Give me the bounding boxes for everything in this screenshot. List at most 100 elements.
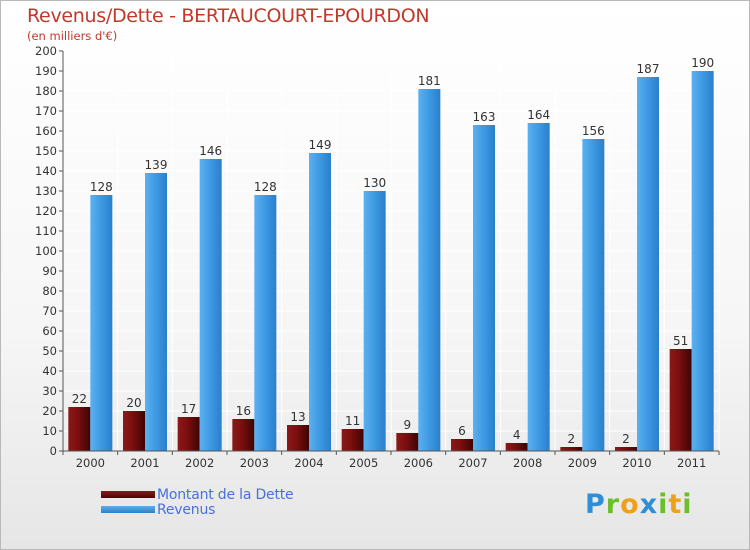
bar-revenue-2003 — [254, 195, 277, 451]
proxiti-logo: Proxiti — [585, 489, 693, 520]
logo-letter: x — [639, 489, 659, 520]
legend-label-revenue: Revenus — [157, 501, 216, 518]
data-label-revenue-2003: 128 — [254, 180, 277, 194]
y-tick-label: 100 — [35, 244, 57, 258]
y-tick-label: 20 — [42, 404, 57, 418]
data-label-revenue-2000: 128 — [90, 180, 113, 194]
legend-label-debt: Montant de la Dette — [157, 486, 294, 503]
bar-revenue-2011 — [691, 71, 714, 451]
y-tick-label: 60 — [42, 324, 57, 338]
y-tick-label: 160 — [35, 124, 57, 138]
bar-revenue-2006 — [418, 89, 441, 451]
data-label-revenue-2010: 187 — [637, 62, 660, 76]
chart-legend: Montant de la Dette Revenus — [101, 486, 294, 518]
bar-debt-2007 — [451, 439, 473, 451]
y-tick-label: 40 — [42, 364, 57, 378]
x-tick-label: 2010 — [622, 456, 651, 470]
data-label-debt-2007: 6 — [458, 424, 466, 438]
data-label-revenue-2004: 149 — [309, 138, 332, 152]
x-tick-label: 2008 — [513, 456, 542, 470]
data-label-debt-2006: 9 — [404, 418, 412, 432]
logo-letter: o — [620, 489, 640, 520]
legend-swatch-debt — [101, 491, 155, 498]
bar-debt-2011 — [669, 349, 692, 451]
legend-swatch-revenue — [101, 506, 155, 513]
data-label-debt-2004: 13 — [290, 410, 305, 424]
y-tick-label: 130 — [35, 184, 57, 198]
x-tick-label: 2004 — [294, 456, 323, 470]
y-tick-label: 180 — [35, 84, 57, 98]
y-tick-label: 0 — [50, 444, 57, 458]
bar-debt-2008 — [505, 443, 528, 451]
bar-debt-2005 — [341, 429, 364, 451]
bar-revenue-2002 — [199, 159, 222, 451]
y-tick-label: 150 — [35, 144, 57, 158]
x-tick-label: 2001 — [130, 456, 159, 470]
bar-debt-2006 — [396, 433, 419, 451]
x-tick-label: 2009 — [568, 456, 597, 470]
logo-letter: r — [605, 489, 621, 520]
x-tick-label: 2005 — [349, 456, 378, 470]
y-tick-label: 50 — [42, 344, 57, 358]
bar-revenue-2001 — [145, 173, 167, 451]
data-label-revenue-2006: 181 — [418, 74, 441, 88]
logo-letter: P — [585, 489, 606, 520]
bar-debt-2000 — [68, 407, 91, 451]
x-tick-label: 2006 — [404, 456, 433, 470]
y-tick-label: 200 — [35, 44, 57, 58]
y-tick-label: 30 — [42, 384, 57, 398]
y-tick-label: 170 — [35, 104, 57, 118]
data-label-debt-2008: 4 — [513, 428, 521, 442]
x-tick-label: 2000 — [76, 456, 105, 470]
bar-revenue-2008 — [527, 123, 550, 451]
data-label-revenue-2011: 190 — [691, 56, 714, 70]
data-label-debt-2010: 2 — [622, 432, 630, 446]
data-label-revenue-2009: 156 — [582, 124, 605, 138]
bar-revenue-2005 — [363, 191, 386, 451]
logo-letter: i — [682, 489, 693, 520]
legend-item-debt: Montant de la Dette — [101, 486, 294, 503]
bar-revenue-2009 — [582, 139, 605, 451]
y-tick-label: 110 — [35, 224, 57, 238]
data-label-debt-2002: 17 — [181, 402, 196, 416]
data-label-revenue-2008: 164 — [527, 108, 550, 122]
x-tick-label: 2011 — [677, 456, 706, 470]
bar-revenue-2004 — [309, 153, 331, 451]
bar-debt-2003 — [232, 419, 255, 451]
bar-revenue-2010 — [637, 77, 659, 451]
bar-revenue-2000 — [90, 195, 113, 451]
data-label-revenue-2001: 139 — [145, 158, 168, 172]
y-tick-label: 80 — [42, 284, 57, 298]
y-tick-label: 140 — [35, 164, 57, 178]
bar-revenue-2007 — [473, 125, 495, 451]
y-tick-label: 90 — [42, 264, 57, 278]
legend-item-revenue: Revenus — [101, 501, 293, 518]
data-label-revenue-2007: 163 — [473, 110, 496, 124]
data-label-revenue-2002: 146 — [199, 144, 222, 158]
data-label-revenue-2005: 130 — [363, 176, 386, 190]
y-tick-label: 190 — [35, 64, 57, 78]
data-label-debt-2003: 16 — [236, 404, 251, 418]
bar-debt-2002 — [177, 417, 200, 451]
chart-title: Revenus/Dette - BERTAUCOURT-EPOURDON — [27, 5, 430, 27]
x-tick-label: 2003 — [240, 456, 269, 470]
x-tick-label: 2007 — [458, 456, 487, 470]
logo-letter: t — [668, 489, 683, 520]
data-label-debt-2009: 2 — [568, 432, 576, 446]
bar-debt-2009 — [560, 447, 583, 451]
y-tick-label: 70 — [42, 304, 57, 318]
bar-debt-2001 — [123, 411, 145, 451]
data-label-debt-2005: 11 — [345, 414, 360, 428]
bar-debt-2010 — [615, 447, 637, 451]
logo-letter: i — [658, 489, 669, 520]
y-tick-label: 10 — [42, 424, 57, 438]
data-label-debt-2011: 51 — [673, 334, 688, 348]
data-label-debt-2000: 22 — [72, 392, 87, 406]
data-label-debt-2001: 20 — [126, 396, 141, 410]
bar-debt-2004 — [287, 425, 309, 451]
chart-subtitle: (en milliers d'€) — [27, 29, 118, 43]
y-tick-label: 120 — [35, 204, 57, 218]
x-tick-label: 2002 — [185, 456, 214, 470]
